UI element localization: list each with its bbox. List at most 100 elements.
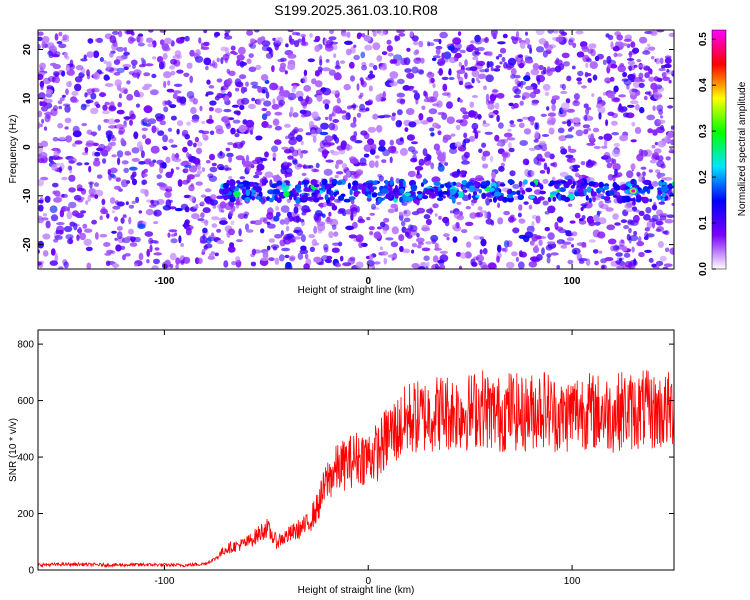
heatmap-cell xyxy=(481,142,487,148)
heatmap-cell xyxy=(315,162,320,169)
heatmap-cell xyxy=(531,101,538,106)
heatmap-cell xyxy=(369,70,374,75)
heatmap-cell xyxy=(645,206,652,214)
heatmap-cell xyxy=(368,160,375,168)
heatmap-cell xyxy=(456,72,461,80)
heatmap-cell xyxy=(347,257,356,265)
heatmap-cell xyxy=(560,90,568,95)
heatmap-cell xyxy=(353,44,357,48)
heatmap-cell xyxy=(648,76,655,82)
heatmap-cell xyxy=(168,138,174,144)
heatmap-cell xyxy=(489,155,494,162)
heatmap-cell xyxy=(156,56,164,63)
heatmap-cell xyxy=(451,224,457,230)
heatmap-cell xyxy=(207,255,216,260)
heatmap-cell xyxy=(427,41,431,47)
heatmap-cell xyxy=(417,241,424,246)
x-tick-label: 0 xyxy=(365,576,371,587)
heatmap-cell xyxy=(123,167,129,174)
heatmap-cell xyxy=(420,262,427,267)
heatmap-cell xyxy=(133,131,139,140)
heatmap-cell xyxy=(186,91,195,99)
heatmap-cell xyxy=(503,132,513,138)
heatmap-cell xyxy=(72,210,79,217)
heatmap-cell xyxy=(234,78,242,87)
heatmap-cell xyxy=(378,30,387,36)
heatmap-cell xyxy=(484,211,488,219)
heatmap-cell xyxy=(450,47,458,54)
heatmap-cell xyxy=(119,87,129,94)
heatmap-cell xyxy=(135,196,140,204)
heatmap-cell xyxy=(111,230,117,234)
heatmap-cell xyxy=(172,93,178,100)
heatmap-cell xyxy=(528,204,533,210)
heatmap-cell xyxy=(40,176,49,181)
heatmap-cell xyxy=(403,217,411,223)
heatmap-cell xyxy=(646,220,653,229)
y-tick-label: 200 xyxy=(17,509,34,520)
heatmap-cell xyxy=(345,225,355,231)
heatmap-cell xyxy=(435,45,443,50)
heatmap-cell xyxy=(205,65,209,71)
heatmap-cell xyxy=(314,71,320,77)
heatmap-cell xyxy=(656,195,662,200)
heatmap-cell xyxy=(357,218,366,224)
heatmap-cell xyxy=(446,182,451,189)
heatmap-cell xyxy=(143,83,153,88)
heatmap-cell xyxy=(448,196,456,200)
heatmap-cell xyxy=(574,212,581,219)
heatmap-cell xyxy=(350,75,355,82)
heatmap-cell xyxy=(256,163,265,171)
heatmap-cell xyxy=(411,243,418,248)
heatmap-cell xyxy=(343,198,351,203)
heatmap-cell xyxy=(312,197,320,203)
heatmap-cell xyxy=(261,179,269,184)
heatmap-cell xyxy=(86,69,90,77)
heatmap-cell xyxy=(65,88,69,95)
heatmap-cell xyxy=(474,131,479,139)
heatmap-cell xyxy=(446,116,455,124)
heatmap-cell xyxy=(228,179,236,187)
heatmap-cell xyxy=(68,187,76,193)
heatmap-cell xyxy=(391,58,398,64)
heatmap-cell xyxy=(550,117,556,126)
heatmap-cell xyxy=(328,211,332,217)
heatmap-cell xyxy=(170,70,176,76)
heatmap-cell xyxy=(559,171,569,177)
heatmap-cell xyxy=(523,75,531,82)
heatmap-cell xyxy=(482,150,491,157)
heatmap-cell xyxy=(624,203,632,209)
heatmap-cell xyxy=(271,65,275,73)
heatmap-cell xyxy=(543,162,548,171)
heatmap-cell xyxy=(482,163,489,169)
heatmap-cell xyxy=(670,125,674,130)
heatmap-cell xyxy=(519,80,524,89)
heatmap-cell xyxy=(271,103,280,110)
heatmap-cell xyxy=(53,105,58,112)
heatmap-cell xyxy=(356,83,360,91)
heatmap-cell xyxy=(291,149,299,157)
heatmap-cell xyxy=(628,50,633,59)
heatmap-cell xyxy=(375,94,382,102)
heatmap-cell xyxy=(671,249,674,255)
heatmap-cell xyxy=(604,77,612,84)
colorbar-tick-label: 0.0 xyxy=(698,262,709,276)
heatmap-cell xyxy=(441,76,449,81)
heatmap-cell xyxy=(287,133,295,140)
heatmap-cell xyxy=(368,62,375,68)
heatmap-cell xyxy=(366,216,371,221)
heatmap-cell xyxy=(605,207,614,212)
heatmap-cell xyxy=(423,214,431,220)
heatmap-cell xyxy=(525,58,534,64)
heatmap-cell xyxy=(559,146,565,150)
heatmap-cell xyxy=(38,36,43,42)
heatmap-cell xyxy=(84,146,89,154)
heatmap-cell xyxy=(97,124,102,131)
heatmap-cell xyxy=(658,180,663,187)
heatmap-cell xyxy=(561,52,570,59)
heatmap-cell xyxy=(351,185,358,191)
heatmap-cell xyxy=(102,158,107,164)
heatmap-cell xyxy=(571,231,578,237)
heatmap-cell xyxy=(228,176,233,180)
heatmap-cell xyxy=(405,195,410,202)
